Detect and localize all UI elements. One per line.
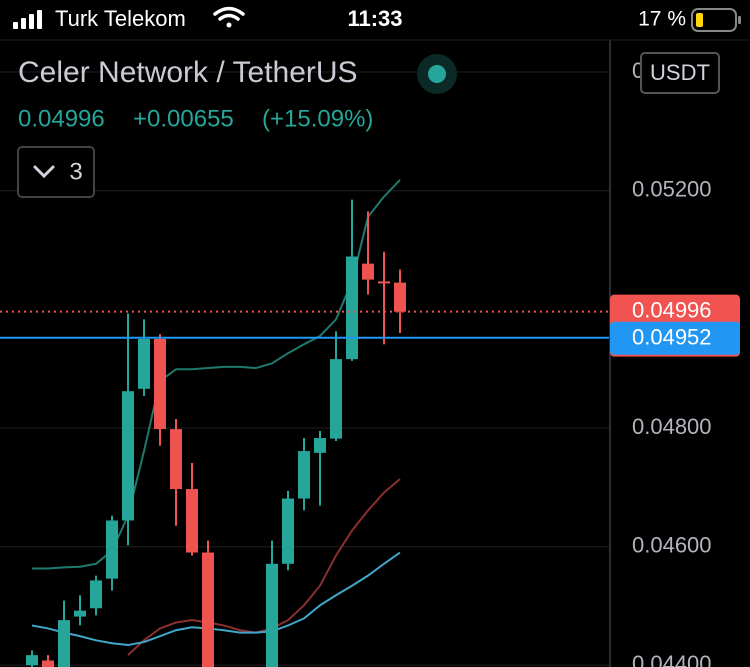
price-badge-label: 0.04996 [632, 297, 712, 322]
status-dot [428, 65, 446, 83]
clock: 11:33 [347, 6, 402, 31]
wifi-icon [213, 6, 245, 28]
candle-body [346, 256, 358, 360]
signal-icon [13, 10, 42, 29]
candle-body [314, 438, 326, 453]
candle-body [26, 655, 38, 666]
price-badge [610, 321, 740, 355]
y-tick-label: 0.05200 [632, 176, 712, 201]
interval-button[interactable]: 3 [17, 146, 95, 198]
price-change-percent: (+15.09%) [262, 105, 373, 132]
pair-title: Celer Network / TetherUS [18, 56, 358, 89]
currency-label: USDT [650, 60, 710, 85]
plot-area [0, 71, 610, 667]
candle-body [106, 520, 118, 579]
candle-body [266, 563, 278, 667]
battery-icon [691, 8, 741, 32]
price-change: +0.00655 [133, 105, 234, 132]
battery-percent: 17 % [638, 8, 686, 31]
candle-body [362, 263, 374, 280]
candle-body [74, 610, 86, 617]
candle-body [378, 281, 390, 284]
y-tick-label: 0.04800 [632, 414, 712, 439]
candle-body [122, 391, 134, 521]
candle-body [282, 498, 294, 564]
overlay-line [31, 551, 401, 647]
candle-body [138, 338, 150, 389]
candle-body [330, 359, 342, 439]
interval-value: 3 [69, 158, 82, 185]
carrier: Turk Telekom [55, 6, 186, 31]
candle-body [154, 338, 166, 430]
y-tick-label: 0.04600 [632, 532, 712, 557]
candle-body [58, 620, 70, 667]
overlay-line [127, 478, 401, 656]
candle-body [394, 282, 406, 312]
last-price: 0.04996 [18, 105, 105, 132]
currency-button[interactable]: USDT [640, 52, 720, 94]
candle-body [186, 489, 198, 553]
candle-body [42, 660, 54, 667]
price-badge-label: 0.04952 [632, 325, 712, 350]
candle-body [202, 552, 214, 667]
candle-body [298, 451, 310, 499]
y-tick-label: 0.04400 [632, 651, 712, 667]
candle-body [170, 429, 182, 490]
overlay-line [32, 179, 401, 570]
candle-body [90, 580, 102, 609]
